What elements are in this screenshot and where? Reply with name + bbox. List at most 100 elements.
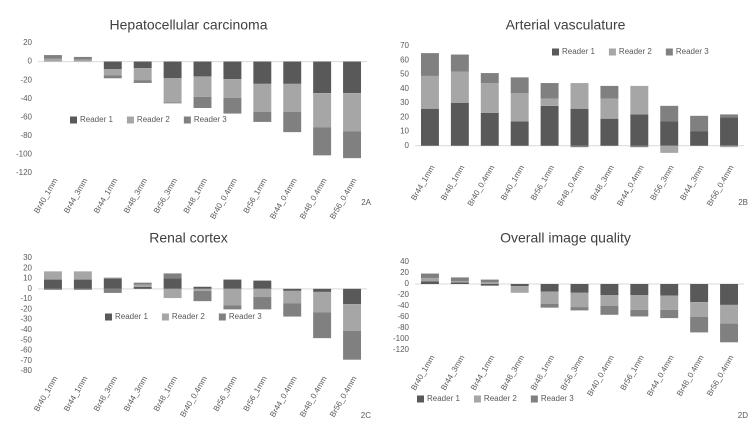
legend-swatch [218,313,226,321]
legend-swatch [126,116,134,124]
bar-segment [163,61,182,79]
bar-segment [73,288,92,290]
x-tick-label: Br56_3mm [152,176,180,215]
bar-segment [600,306,619,315]
legend-swatch [552,48,559,56]
bar-segment [540,303,559,308]
chart-panel: Hepatocellular carcinoma 2A 20 0 -20 -40 -60 -8… [16,17,372,221]
bar-segment [570,292,589,308]
bar-segment [630,309,649,317]
y-tick-label: 10 [23,274,32,283]
bar-segment [133,80,152,83]
bar-segment [193,61,212,77]
y-tick-label: -120 [393,345,410,354]
x-tick-label: Br44_1mm [469,353,497,392]
legend-swatch [665,48,673,56]
bar-segment [103,69,122,76]
x-tick-label: Br48_0.4mm [298,374,329,418]
bar-segment [313,291,332,313]
legend-swatch [70,116,77,124]
x-tick-label: Br56_1mm [619,353,647,392]
y-tick-label: 70 [400,41,409,50]
bar-segment [103,277,122,279]
bar-segment [313,312,332,339]
x-tick-label: Br44_1mm [92,176,120,215]
x-tick-label: Br40_1mm [32,176,60,215]
y-tick-label: -60 [397,312,409,321]
chart-title: Hepatocellular carcinoma [110,17,268,33]
y-tick-label: 0 [405,141,410,150]
legend-swatch [608,48,616,56]
bar-segment [163,288,182,299]
legend-label: Reader 1 [562,47,595,56]
x-tick-label: Br56_3mm [559,353,587,392]
panel-label: 2D [738,411,748,420]
x-tick-label: Br40_0.4mm [208,176,239,220]
bar-segment [43,58,62,62]
bar-segment [193,96,212,108]
x-tick-label: Br56_3mm [212,374,240,413]
bar-segment [193,290,212,302]
bar-segment [163,273,182,279]
bar-segment [253,61,272,84]
bar-segment [43,271,62,280]
bar-segment [283,288,302,291]
x-tick-label: Br44_0.4mm [268,176,299,220]
y-tick-label: -20 [20,304,32,313]
bar-segment [630,85,649,115]
bar-segment [133,282,152,285]
bar-segment [133,284,152,287]
y-tick-label: -100 [393,334,410,343]
x-tick-label: Br40_0.4mm [178,374,209,418]
bar-segment [223,79,242,98]
x-tick-label: Br40_1mm [409,353,437,392]
bar-segment [480,282,499,284]
bar-segment [313,93,332,128]
bar-segment [510,77,529,94]
bar-segment [103,278,122,289]
y-tick-label: 20 [23,38,32,47]
bar-segment [540,83,559,99]
x-tick-label: Br48_1mm [439,163,467,202]
bar-segment [253,83,272,112]
x-tick-label: Br48_3mm [499,353,527,392]
legend-label: Reader 1 [115,312,148,321]
legend-label: Reader 3 [194,115,227,124]
bar-segment [223,61,242,80]
bar-segment [570,83,589,109]
x-tick-label: Br44_3mm [439,353,467,392]
y-tick-label: -120 [16,168,33,177]
bar-segment [720,114,739,118]
chart-title: Renal cortex [149,230,228,246]
x-tick-label: Br48_3mm [122,176,150,215]
bar-segment [313,288,332,292]
bar-segment [690,302,709,317]
legend-label: Reader 3 [541,394,574,403]
bar-segment [600,118,619,146]
bar-segment [103,288,122,293]
x-tick-label: Br44_0.4mm [645,353,676,397]
chart-title: Overall image quality [500,230,631,246]
y-tick-label: -30 [20,315,32,324]
bar-segment [420,273,439,278]
bar-segment [690,317,709,333]
x-tick-label: Br48_0.4mm [298,176,329,220]
bar-segment [510,286,529,293]
bar-segment [253,280,272,289]
bar-segment [630,145,649,148]
x-tick-label: Br40_0.4mm [466,163,497,207]
y-tick-label: -80 [20,366,32,375]
bar-segment [660,284,679,296]
bar-segment [600,85,619,99]
x-tick-label: Br48_0.4mm [555,163,586,207]
bar-segment [600,295,619,306]
y-tick-label: -20 [397,290,409,299]
bar-segment [480,73,499,84]
bar-segment [420,277,439,282]
x-tick-label: Br56_1mm [242,176,270,215]
bar-segment [133,61,152,69]
bar-segment [450,103,469,146]
bar-segment [720,117,739,146]
bar-segment [163,78,182,103]
